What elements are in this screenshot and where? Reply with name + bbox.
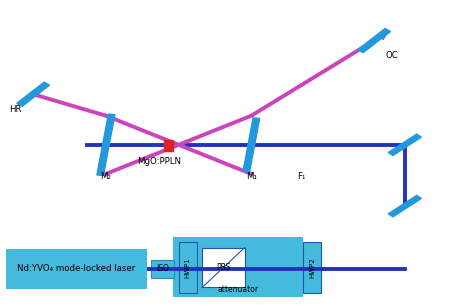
Bar	[164, 140, 173, 151]
Polygon shape	[97, 114, 115, 176]
Text: M₁: M₁	[246, 172, 257, 181]
Text: PBS: PBS	[216, 263, 231, 272]
Polygon shape	[243, 118, 260, 172]
Text: ISO: ISO	[156, 265, 169, 274]
Bar	[6, 249, 147, 289]
Bar	[173, 237, 303, 297]
Bar	[179, 242, 197, 293]
Text: HWP1: HWP1	[184, 257, 191, 278]
Bar	[202, 248, 245, 287]
Text: M₂: M₂	[100, 172, 111, 181]
Text: attenuator: attenuator	[218, 285, 259, 294]
Text: F₁: F₁	[297, 172, 305, 181]
Bar	[151, 260, 174, 278]
Text: MgO:PPLN: MgO:PPLN	[137, 157, 181, 166]
Text: Nd:YVO₄ mode-locked laser: Nd:YVO₄ mode-locked laser	[18, 265, 136, 274]
Bar	[303, 242, 321, 293]
Polygon shape	[358, 29, 391, 53]
Text: HR: HR	[9, 105, 22, 114]
Polygon shape	[388, 195, 421, 217]
Text: HWP2: HWP2	[309, 257, 315, 278]
Polygon shape	[17, 82, 49, 106]
Polygon shape	[388, 134, 421, 156]
Text: OC: OC	[386, 51, 399, 60]
